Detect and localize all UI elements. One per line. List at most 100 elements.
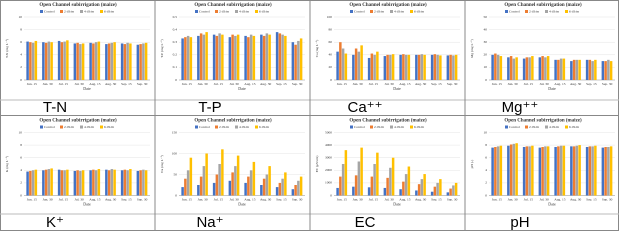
legend-swatch (525, 10, 528, 13)
bar (189, 157, 193, 196)
x-tick-label: Aug. 30 (260, 82, 272, 86)
panel-caption: Ca⁺⁺ (347, 99, 382, 116)
bar (284, 172, 287, 196)
panel-caption: EC (355, 214, 376, 231)
legend-label: Control (44, 9, 55, 13)
bar (562, 58, 566, 80)
x-axis-label: Date (238, 86, 246, 91)
bar (260, 185, 263, 196)
x-tick-label: Sep. 30 (292, 82, 303, 86)
bar (42, 170, 45, 196)
bar (454, 54, 458, 80)
panel-caption: T-P (198, 99, 221, 116)
bar (120, 170, 124, 196)
legend-label: 6 dS/m (569, 9, 579, 13)
bar (107, 43, 111, 80)
bar (554, 59, 557, 80)
bar (496, 146, 500, 196)
x-tick-label: Jun. 15 (182, 82, 192, 86)
bar (113, 169, 116, 196)
y-tick-label: 0.5 (173, 15, 178, 19)
bar (609, 61, 613, 80)
bar (228, 37, 232, 80)
bar (299, 38, 303, 80)
bar (262, 178, 266, 196)
y-tick-label: 8 (485, 143, 487, 147)
chart-title: Open Channel subirrigation (maize) (504, 119, 582, 124)
y-tick-label: 20 (484, 53, 488, 57)
bar (281, 178, 284, 196)
bar (499, 56, 503, 80)
y-tick-label: 60 (329, 40, 333, 44)
y-tick-label: 2 (485, 181, 487, 185)
bar (499, 145, 503, 196)
y-tick-label: 6 (20, 40, 22, 44)
x-tick-label: Jun. 15 (182, 197, 192, 201)
y-tick-label: 5000 (325, 130, 332, 134)
bar (376, 51, 379, 80)
bar (231, 34, 234, 80)
bar (585, 146, 589, 196)
bar (454, 182, 458, 196)
bar (113, 42, 116, 80)
bar (76, 42, 79, 80)
bar (389, 54, 392, 80)
legend-swatch (235, 10, 238, 13)
y-tick-label: 6 (485, 155, 487, 159)
bar (34, 40, 38, 80)
bar (404, 54, 408, 80)
y-tick-label: 0.2 (173, 53, 178, 57)
x-tick-label: Sep. 15 (121, 82, 132, 86)
y-tick-label: 100 (172, 151, 178, 155)
bar (420, 179, 424, 196)
x-tick-label: Jul. 15 (369, 82, 379, 86)
bar (73, 170, 77, 196)
bar (507, 57, 510, 80)
bar (607, 146, 610, 196)
legend-label: Control (509, 9, 520, 13)
x-axis-label: Date (393, 201, 401, 206)
bar (231, 172, 234, 196)
bar (588, 146, 592, 196)
bar (354, 48, 358, 80)
legend-swatch (195, 125, 198, 129)
legend-swatch (255, 10, 258, 13)
bar (373, 164, 376, 196)
y-tick-label: 4 (485, 168, 487, 172)
bar (336, 51, 339, 80)
bar (370, 53, 374, 80)
x-tick-label: Aug. 15 (244, 197, 256, 201)
bar (557, 59, 560, 80)
x-tick-label: Jun. 15 (27, 82, 37, 86)
bar (538, 57, 542, 80)
y-tick-label: 0 (485, 78, 487, 82)
bar (436, 182, 439, 196)
bar (278, 33, 282, 80)
y-tick-label: 0 (485, 193, 487, 197)
bar (352, 186, 355, 196)
bar (433, 186, 437, 196)
bar (417, 184, 421, 196)
legend-swatch (390, 125, 393, 129)
legend-swatch (525, 125, 528, 129)
x-tick-label: Aug. 15 (399, 197, 411, 201)
x-tick-label: Aug. 15 (89, 82, 101, 86)
bar (339, 42, 342, 80)
bar (218, 164, 221, 196)
legend-label: 4 dS/m (549, 125, 559, 129)
bar (399, 189, 402, 196)
panel-caption: Mg⁺⁺ (502, 99, 539, 116)
bar (215, 35, 219, 80)
bar (31, 42, 35, 80)
bar (344, 53, 348, 80)
bar (572, 146, 576, 196)
bar (541, 146, 544, 196)
chart-title: Open Channel subirrigation (maize) (39, 119, 117, 124)
bar (417, 54, 421, 80)
bar (97, 41, 101, 80)
x-tick-label: Sep. 30 (447, 197, 458, 201)
bar (186, 170, 190, 196)
x-tick-label: Sep. 30 (292, 197, 303, 201)
bar (63, 170, 66, 196)
bar (265, 33, 269, 80)
